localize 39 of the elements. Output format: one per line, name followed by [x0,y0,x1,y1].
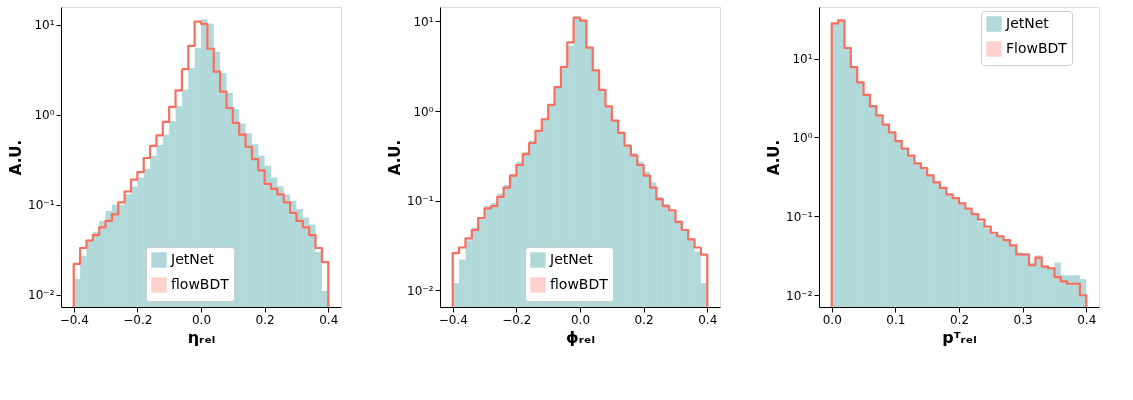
legend-label: flowBDT [550,276,609,292]
legend-label: JetNet [170,251,215,267]
y-tick-label: 10¹ [413,14,434,29]
legend-label: FlowBDT [1006,40,1068,56]
legend-label: JetNet [1005,15,1050,31]
x-tick-label: −0.2 [502,312,532,327]
y-tick-label: 10⁰ [413,104,434,119]
y-tick-label: 10⁻¹ [28,198,55,213]
y-tick-label: 10¹ [792,52,813,67]
x-axis-title: ηᵣₑₗ [187,327,216,347]
x-tick-label: −0.2 [123,312,153,327]
legend-label: flowBDT [171,276,230,292]
x-axis-title: pᵀᵣₑₗ [942,327,977,347]
y-axis-title: A.U. [7,139,26,176]
x-tick-label: 0.4 [698,312,718,327]
x-tick-label: 0.2 [255,312,275,327]
x-tick-label: −0.4 [438,312,468,327]
x-tick-label: 0.0 [822,312,842,327]
y-axis-title: A.U. [386,139,405,176]
x-tick-label: 0.1 [886,312,906,327]
x-tick-label: 0.0 [191,312,212,327]
x-tick-label: −0.4 [59,312,89,327]
x-tick-label: 0.2 [949,312,970,327]
y-tick-label: 10⁰ [792,130,813,145]
x-tick-label: 0.0 [570,312,591,327]
x-axis-title: ϕᵣₑₗ [566,327,595,347]
y-tick-label: 10⁻² [786,288,813,303]
x-tick-label: 0.2 [634,312,654,327]
y-tick-label: 10⁰ [34,108,55,123]
y-tick-label: 10⁻² [28,288,55,303]
y-tick-label: 10⁻¹ [407,194,434,209]
y-tick-label: 10⁻¹ [786,209,813,224]
y-tick-label: 10¹ [34,18,55,33]
x-tick-label: 0.3 [1013,312,1033,327]
x-tick-label: 0.4 [319,312,339,327]
y-tick-label: 10⁻² [407,283,434,298]
x-tick-label: 0.4 [1077,312,1097,327]
y-axis-title: A.U. [765,139,784,176]
legend-label: JetNet [549,251,594,267]
